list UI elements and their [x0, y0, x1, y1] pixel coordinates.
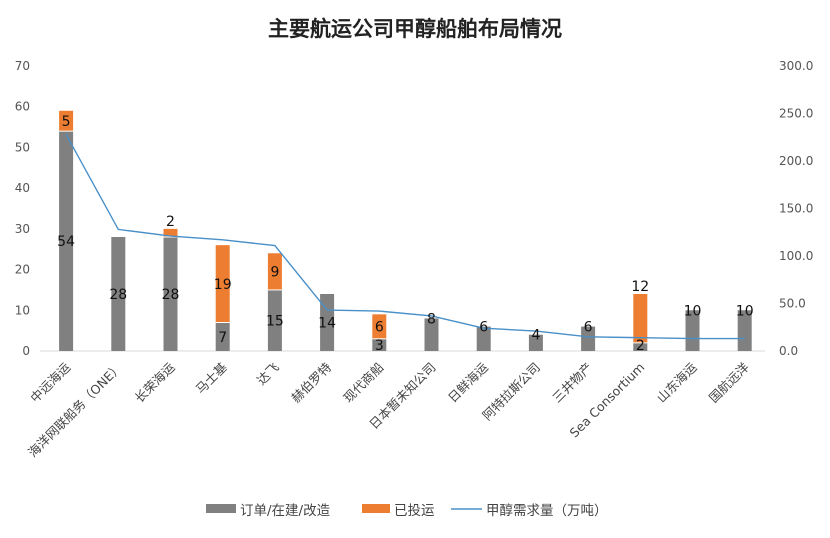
data-label-orange: 19: [214, 277, 232, 293]
bar-gray: [320, 294, 335, 351]
left-axis: 0 10 20 30 40 50 60 70: [15, 59, 30, 358]
data-label-gray: 14: [318, 316, 336, 332]
bar-orange: [372, 314, 387, 339]
category-label: 达飞: [254, 360, 282, 388]
category-label: 马士基: [193, 359, 230, 396]
line-series-demand: [65, 134, 745, 340]
bar-gray: [633, 342, 648, 351]
bar-orange: [267, 253, 282, 290]
data-label-orange: 6: [375, 320, 384, 336]
category-label: 长荣海运: [132, 359, 178, 405]
data-labels-group: 54 5 28 28 2 7 19 15 9 14 3 6 8 6 4 6 2 12 10 10: [57, 114, 753, 354]
data-label-gray: 2: [636, 338, 645, 354]
bar-gray: [163, 237, 178, 351]
category-label: 山东海运: [654, 359, 700, 405]
bar-gray: [424, 318, 439, 351]
data-label-gray: 8: [427, 311, 436, 327]
legend: 订单/在建/改造 已投运 甲醇需求量（万吨）: [206, 502, 608, 519]
left-tick-label: 0: [22, 344, 30, 358]
category-label: 现代商船: [340, 360, 386, 406]
bar-gray: [372, 338, 387, 351]
right-tick-label: 150.0: [779, 202, 813, 216]
category-label: 中远海运: [27, 359, 73, 405]
bar-gray: [59, 131, 74, 351]
chart-title: 主要航运公司甲醇船舶布局情况: [268, 17, 562, 41]
data-label-gray: 10: [736, 303, 754, 319]
bar-gray: [267, 289, 282, 351]
bar-gray: [476, 326, 491, 351]
bar-orange: [215, 245, 230, 323]
right-tick-label: 250.0: [779, 107, 813, 121]
left-tick-label: 30: [15, 222, 30, 236]
data-label-gray: 3: [375, 338, 384, 354]
bar-gray: [685, 310, 700, 351]
bar-gray: [737, 310, 752, 351]
x-axis-categories: 中远海运海洋网联船务（ONE） 长荣海运 马士基 达飞 赫伯罗特 现代商船日本暂未知公司日…: [25, 359, 752, 460]
data-label-gray: 4: [531, 328, 540, 344]
data-label-gray: 28: [109, 287, 127, 303]
data-label-orange: 12: [631, 279, 649, 295]
data-label-gray: 28: [162, 287, 180, 303]
data-label-orange: 9: [270, 265, 279, 281]
bar-orange: [163, 228, 178, 237]
data-label-orange: 5: [62, 114, 71, 130]
right-axis: 0.0 50.0 100.0 150.0 200.0 250.0 300.0: [779, 59, 813, 358]
legend-swatch-orange: [362, 504, 390, 513]
legend-label-orange: 已投运: [394, 503, 435, 519]
bar-orange: [633, 294, 648, 343]
data-label-orange: 2: [166, 214, 175, 230]
left-tick-label: 60: [15, 100, 30, 114]
line-series-group: [65, 134, 745, 340]
right-tick-label: 200.0: [779, 154, 813, 168]
category-label: 国航远洋: [706, 360, 752, 406]
bar-orange: [59, 110, 74, 132]
left-tick-label: 20: [15, 263, 30, 277]
category-label: 日鲜海运: [445, 359, 491, 405]
right-tick-label: 300.0: [779, 59, 813, 73]
category-label: 海洋网联船务（ONE）: [25, 360, 125, 460]
bar-gray: [215, 322, 230, 351]
bars-group: [59, 110, 752, 351]
right-tick-label: 0.0: [779, 344, 798, 358]
left-tick-label: 40: [15, 181, 30, 195]
legend-label-line: 甲醇需求量（万吨）: [486, 502, 608, 519]
legend-label-gray: 订单/在建/改造: [240, 503, 331, 519]
left-tick-label: 50: [15, 140, 30, 154]
category-label: 三井物产: [549, 360, 595, 406]
data-label-gray: 10: [684, 303, 702, 319]
data-label-gray: 6: [479, 320, 488, 336]
left-tick-label: 70: [15, 59, 30, 73]
data-label-gray: 7: [218, 330, 227, 346]
right-tick-label: 100.0: [779, 249, 813, 263]
category-label: 赫伯罗特: [288, 360, 334, 406]
bar-gray: [111, 237, 126, 351]
right-tick-label: 50.0: [779, 297, 806, 311]
bar-gray: [581, 326, 596, 351]
left-tick-label: 10: [15, 303, 30, 317]
legend-swatch-gray: [206, 504, 236, 513]
bar-gray: [528, 334, 543, 351]
data-label-gray: 15: [266, 313, 284, 329]
data-label-gray: 54: [57, 234, 75, 250]
data-label-gray: 6: [584, 320, 593, 336]
